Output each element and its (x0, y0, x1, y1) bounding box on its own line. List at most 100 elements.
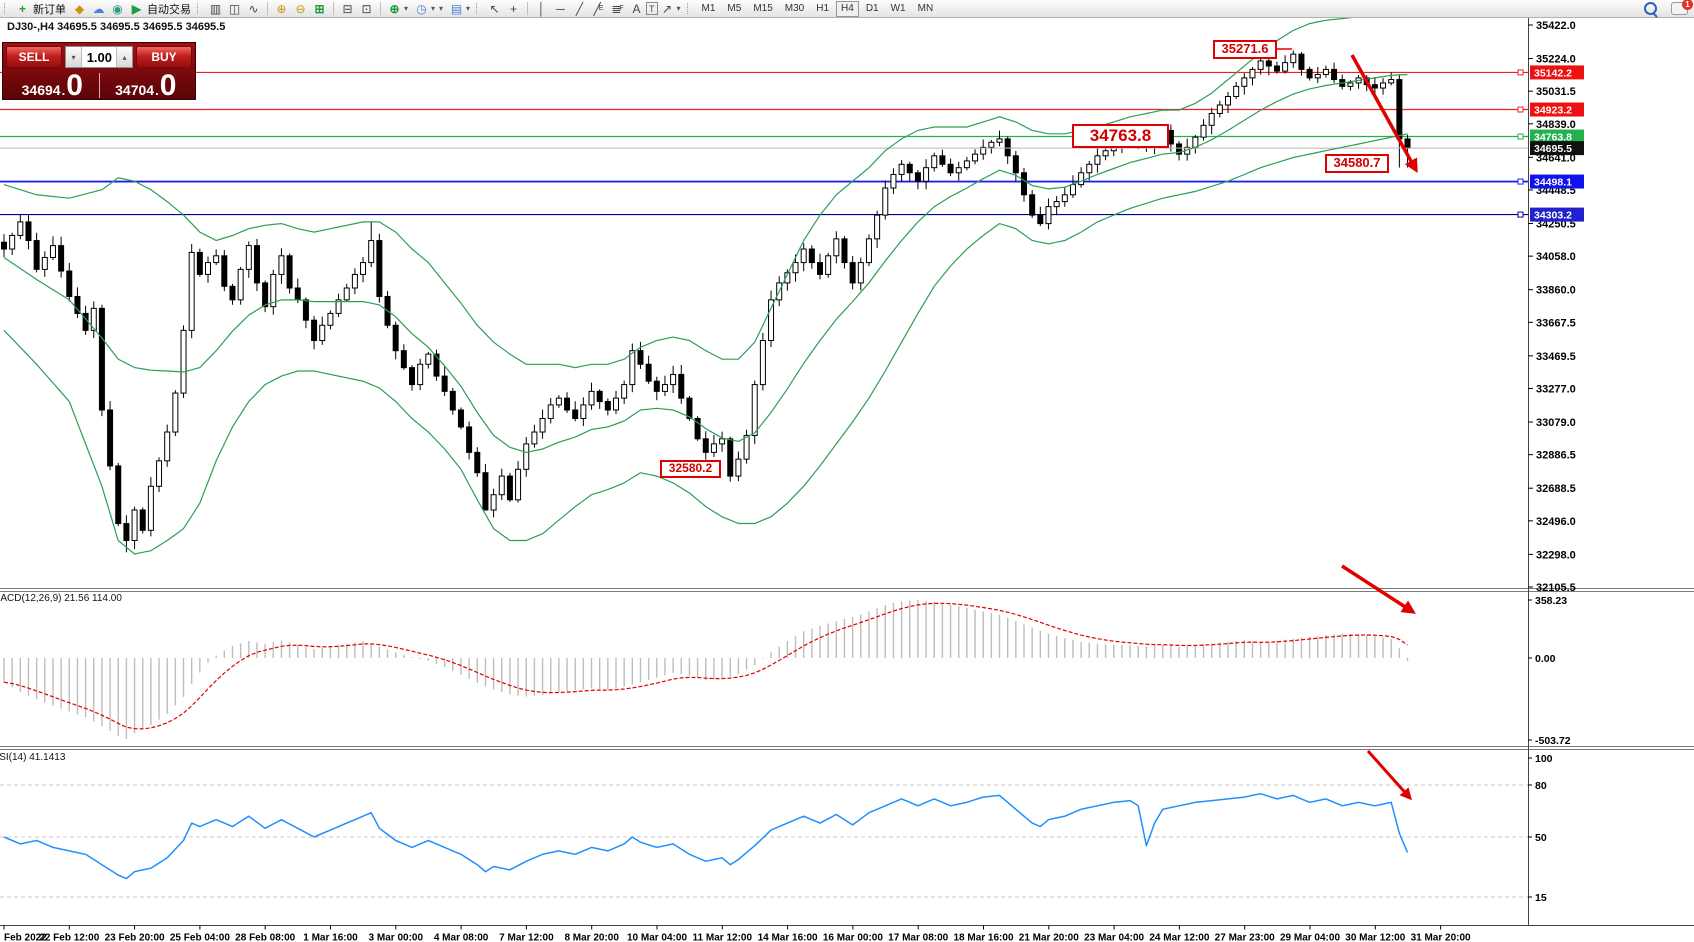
tab-m30[interactable]: M30 (784, 3, 805, 14)
volume-down-button[interactable]: ▾ (66, 47, 82, 67)
trendline-icon[interactable]: ╱ (575, 1, 584, 16)
time-tick-label: 23 Feb 20:00 (105, 933, 165, 942)
tab-h4[interactable]: H4 (836, 0, 859, 17)
search-icon[interactable] (1644, 2, 1658, 18)
annotation-low-34580[interactable]: 34580.7 (1325, 154, 1389, 173)
styler-icon[interactable]: ◆ (74, 1, 85, 16)
zoom-out-icon[interactable]: ⊖ (295, 1, 306, 16)
time-tick-label: 18 Mar 16:00 (953, 933, 1013, 942)
sell-button[interactable]: SELL (6, 46, 62, 68)
toolbar-grip[interactable] (686, 3, 692, 14)
tile-windows-icon[interactable]: ⊞ (314, 1, 325, 16)
channel-icon[interactable]: ╱ E (590, 1, 607, 16)
time-tick-label: 4 Mar 08:00 (434, 933, 489, 942)
candlestick-chart-icon[interactable]: ◫ (228, 1, 241, 16)
zoom-in-icon[interactable]: ⊕ (276, 1, 287, 16)
candle-body (580, 404, 587, 419)
buy-price-button[interactable]: 34704. 0 (100, 71, 193, 101)
dropdown-icon[interactable]: ▾ (439, 4, 444, 13)
line-handle[interactable] (1517, 106, 1524, 113)
tab-w1[interactable]: W1 (890, 3, 906, 14)
candle-body (25, 221, 32, 242)
macd-indicator-label: MACD(12,26,9) 21.56 114.00 (0, 593, 122, 604)
candle-body (425, 353, 432, 365)
chart-shift-icon[interactable]: ⊡ (361, 1, 372, 16)
candle-body (1347, 82, 1354, 87)
new-order-button[interactable]: 新订单 (33, 3, 66, 16)
tab-m5[interactable]: M5 (727, 3, 742, 14)
cloud-icon[interactable]: ☁ (92, 1, 105, 16)
fibonacci-icon[interactable]: ≣ F (609, 1, 626, 16)
candle-body (637, 350, 644, 365)
price-tick-label: 35422.0 (1536, 20, 1576, 32)
template-icon[interactable]: ▤ (450, 1, 463, 16)
toolbar-grip[interactable] (476, 3, 481, 14)
candle-body (817, 262, 823, 275)
candle-body (914, 172, 921, 182)
trend-arrow[interactable] (1341, 564, 1416, 614)
bollinger-upper-band (3, 12, 1408, 369)
chat-icon[interactable]: 1 (1671, 0, 1693, 15)
trend-arrow[interactable] (1350, 54, 1418, 174)
line-handle[interactable] (1517, 69, 1524, 76)
macd-tick-label: -503.72 (1535, 735, 1571, 747)
bar-chart-icon[interactable]: ▥ (209, 1, 222, 16)
line-handle[interactable] (1517, 178, 1524, 185)
candle-body (376, 240, 383, 297)
candle-body (343, 287, 350, 301)
buy-button[interactable]: BUY (136, 46, 192, 68)
toolbar-grip[interactable] (197, 3, 202, 14)
indicator-dropdown-icon[interactable]: ▾ (404, 4, 409, 13)
volume-input[interactable]: 1.00 (86, 50, 112, 65)
buy-price-dot: . (155, 83, 159, 98)
candle-body (996, 138, 1003, 143)
autotrade-button[interactable]: 自动交易 (147, 3, 191, 16)
trend-arrow[interactable] (1366, 750, 1412, 801)
chart-title: DJ30-,H4 34695.5 34695.5 34695.5 34695.5 (7, 21, 226, 33)
candle-body (457, 409, 464, 428)
annotation-high-35271[interactable]: 35271.6 (1213, 40, 1277, 59)
signal-icon[interactable]: ◉ (112, 1, 123, 16)
arrows-tool-icon[interactable]: ↗ (661, 1, 673, 16)
volume-up-button[interactable]: ▴ (116, 47, 132, 67)
crosshair-icon[interactable]: + (509, 1, 517, 16)
toolbar-separator (527, 2, 528, 15)
time-tick-label: 10 Mar 04:00 (627, 933, 687, 942)
tab-m15[interactable]: M15 (753, 3, 773, 14)
cursor-icon[interactable]: ↖ (489, 1, 500, 16)
candle-body (123, 523, 130, 541)
candle-body (351, 273, 358, 289)
toolbar-grip[interactable] (4, 3, 9, 14)
candle-body (710, 443, 717, 453)
tab-m1[interactable]: M1 (701, 3, 716, 14)
candle-body (1200, 124, 1207, 138)
candle-body (482, 472, 489, 511)
auto-scroll-icon[interactable]: ⊟ (342, 1, 353, 16)
new-order-icon[interactable]: + (18, 1, 26, 16)
vertical-line-icon[interactable]: │ (537, 1, 546, 16)
line-handle[interactable] (1517, 133, 1524, 140)
candle-body (727, 438, 734, 477)
candle-body (808, 248, 815, 264)
tab-h1[interactable]: H1 (816, 3, 830, 14)
arrows-dropdown-icon[interactable]: ▾ (676, 4, 681, 13)
tab-mn[interactable]: MN (917, 3, 934, 14)
text-tool-icon[interactable]: A (632, 1, 641, 16)
line-handle[interactable] (1517, 211, 1524, 218)
period-clock-icon[interactable]: ◷ (416, 1, 427, 16)
sell-price-main: 34694 (21, 82, 61, 98)
horizontal-line-icon[interactable]: ─ (556, 1, 565, 16)
sell-price-button[interactable]: 34694. 0 (6, 71, 100, 101)
line-chart-icon[interactable]: ∿ (248, 1, 259, 16)
annotation-level-34763[interactable]: 34763.8 (1072, 124, 1169, 148)
tab-d1[interactable]: D1 (865, 3, 879, 14)
add-indicator-icon[interactable]: ⊕ (389, 1, 400, 16)
annotation-low-32580[interactable]: 32580.2 (660, 460, 721, 478)
template-dropdown-icon[interactable]: ▾ (466, 4, 471, 13)
text-label-tool-icon[interactable]: T (646, 2, 658, 15)
time-tick-label: 29 Mar 04:00 (1280, 933, 1340, 942)
autotrade-icon[interactable]: ▶ (131, 1, 142, 16)
period-dropdown-icon[interactable]: ▾ (431, 4, 436, 13)
